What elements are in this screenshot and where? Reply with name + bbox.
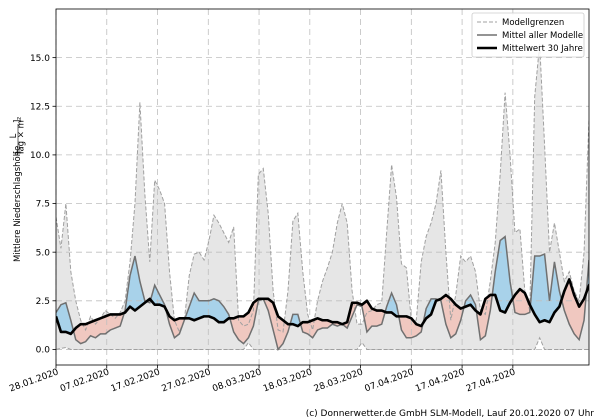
above-normal-fill-2: [124, 256, 147, 313]
y-axis: 0.0 2.5 5.0 7.5 10.0 12.5 15.0: [30, 54, 56, 356]
above-normal-fill-20: [492, 236, 513, 313]
y-tick-label-3: 7.5: [36, 200, 50, 210]
legend-label-mean-models: Mittel aller Modelle: [502, 31, 583, 41]
plot-frame: [55, 8, 590, 366]
below-normal-fill-15: [398, 316, 424, 338]
y-tick-label-4: 10.0: [30, 151, 50, 161]
below-normal-fill-7: [229, 298, 264, 344]
x-tick-label-3: 27.02.2020: [160, 367, 212, 394]
y-axis-unit-bracket-open: [: [13, 151, 23, 154]
legend: Modellgrenzen Mittel aller Modelle Mitte…: [471, 12, 585, 58]
upper-bound-line: [56, 43, 589, 334]
below-normal-fill-13: [342, 300, 386, 332]
x-tick-label-5: 18.03.2020: [262, 367, 314, 394]
lower-bound-line: [56, 336, 589, 350]
below-normal-fill-1: [73, 312, 125, 344]
credit-text: (c) Donnerwetter.de GmbH SLM-Modell, Lau…: [306, 409, 595, 419]
y-axis-unit-numerator: L: [9, 133, 19, 138]
below-normal-fill-9: [263, 298, 291, 350]
x-tick-label-4: 08.03.2020: [211, 367, 263, 394]
above-normal-fill-6: [185, 293, 230, 323]
y-tick-label-6: 15.0: [30, 54, 50, 64]
lines-layer: [56, 43, 589, 352]
y-tick-label-1: 2.5: [36, 297, 50, 307]
x-tick-label-6: 28.03.2020: [313, 367, 365, 394]
x-axis: 28.01.202007.02.202017.02.202027.02.2020…: [8, 365, 517, 394]
mean-models-line: [56, 235, 589, 352]
x-tick-label-0: 28.01.2020: [8, 367, 60, 394]
y-axis-label: Mittlere Niederschlagshöhe [ L Tag × m² …: [9, 117, 27, 262]
y-axis-unit-bracket-close: ]: [13, 120, 23, 123]
x-tick-label-2: 17.02.2020: [110, 367, 162, 394]
mean-30y-line: [56, 278, 589, 336]
y-tick-label-0: 0.0: [36, 346, 51, 356]
x-tick-label-1: 07.02.2020: [59, 367, 111, 394]
legend-label-mean-30y: Mittelwert 30 Jahre: [502, 44, 583, 54]
below-normal-fill-19: [476, 294, 493, 340]
y-axis-unit-denominator: Tag × m²: [17, 117, 27, 157]
below-normal-fill-21: [512, 289, 531, 315]
legend-label-bounds: Modellgrenzen: [502, 18, 564, 28]
y-tick-label-5: 12.5: [30, 102, 50, 112]
x-tick-label-7: 07.04.2020: [364, 367, 416, 394]
legend-box: [471, 12, 585, 58]
y-axis-title: Mittlere Niederschlagshöhe: [13, 146, 23, 262]
below-normal-fill-23: [561, 279, 587, 340]
x-tick-label-9: 27.04.2020: [465, 367, 517, 394]
above-normal-fill-14: [385, 293, 399, 317]
y-tick-label-2: 5.0: [36, 248, 51, 258]
x-tick-label-8: 17.04.2020: [414, 367, 466, 394]
